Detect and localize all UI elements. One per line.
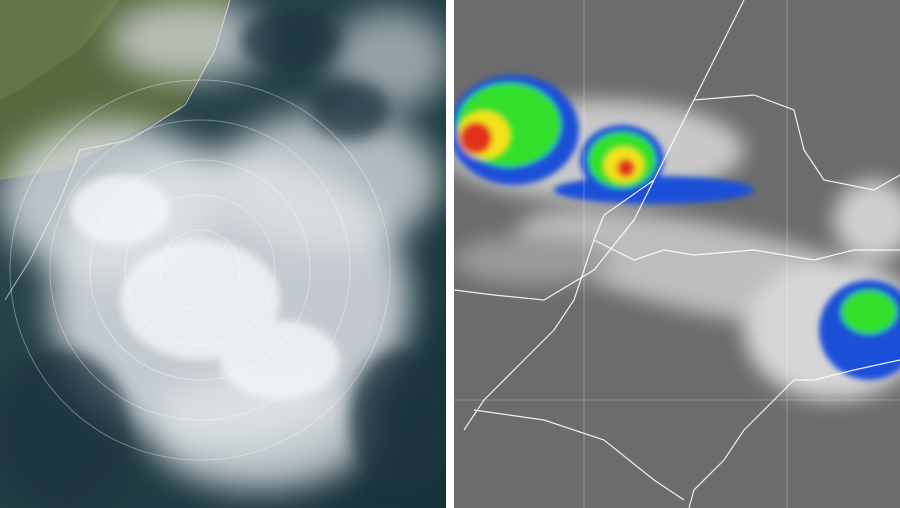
- infrared-satellite-image: [454, 0, 900, 508]
- storm-cell-east: [819, 280, 900, 380]
- true-color-satellite-image: [0, 0, 446, 508]
- storm-cell-central: [554, 125, 754, 204]
- storm-cell-west: [454, 75, 579, 185]
